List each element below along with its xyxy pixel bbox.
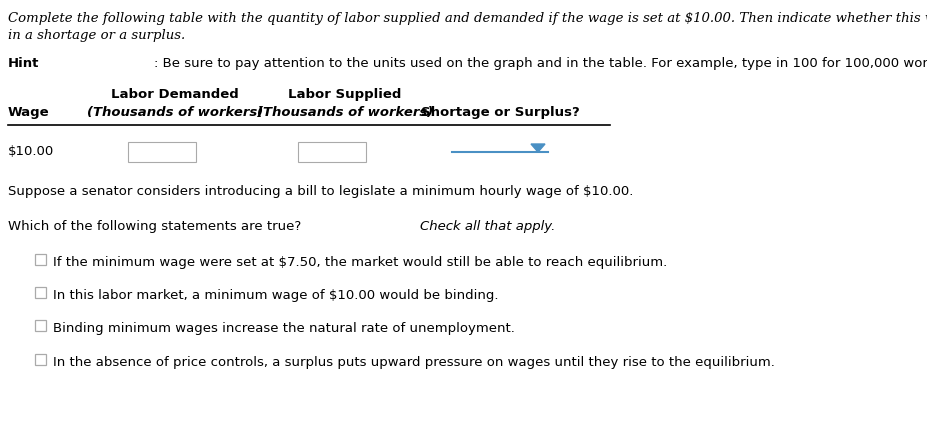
Text: In the absence of price controls, a surplus puts upward pressure on wages until : In the absence of price controls, a surp… xyxy=(53,355,774,368)
Text: Labor Demanded: Labor Demanded xyxy=(111,88,238,101)
Text: Labor Supplied: Labor Supplied xyxy=(288,88,401,101)
Text: In this labor market, a minimum wage of $10.00 would be binding.: In this labor market, a minimum wage of … xyxy=(53,289,498,301)
Text: (Thousands of workers): (Thousands of workers) xyxy=(87,106,263,119)
Text: Binding minimum wages increase the natural rate of unemployment.: Binding minimum wages increase the natur… xyxy=(53,321,514,334)
Text: : Be sure to pay attention to the units used on the graph and in the table. For : : Be sure to pay attention to the units … xyxy=(153,57,927,70)
Text: Hint: Hint xyxy=(8,57,39,70)
Text: (Thousands of workers): (Thousands of workers) xyxy=(257,106,433,119)
Text: Complete the following table with the quantity of labor supplied and demanded if: Complete the following table with the qu… xyxy=(8,12,927,25)
Text: Check all that apply.: Check all that apply. xyxy=(419,219,554,233)
Text: Wage: Wage xyxy=(8,106,49,119)
Text: Shortage or Surplus?: Shortage or Surplus? xyxy=(420,106,578,119)
Bar xyxy=(298,143,365,163)
Text: $10.00: $10.00 xyxy=(8,144,54,158)
Bar xyxy=(35,287,46,298)
Bar xyxy=(128,143,196,163)
Text: Which of the following statements are true?: Which of the following statements are tr… xyxy=(8,219,305,233)
Bar xyxy=(35,255,46,265)
Polygon shape xyxy=(530,144,544,153)
Bar xyxy=(35,354,46,365)
Bar xyxy=(35,320,46,331)
Text: in a shortage or a surplus.: in a shortage or a surplus. xyxy=(8,29,185,42)
Text: Suppose a senator considers introducing a bill to legislate a minimum hourly wag: Suppose a senator considers introducing … xyxy=(8,184,633,197)
Text: If the minimum wage were set at $7.50, the market would still be able to reach e: If the minimum wage were set at $7.50, t… xyxy=(53,255,667,268)
